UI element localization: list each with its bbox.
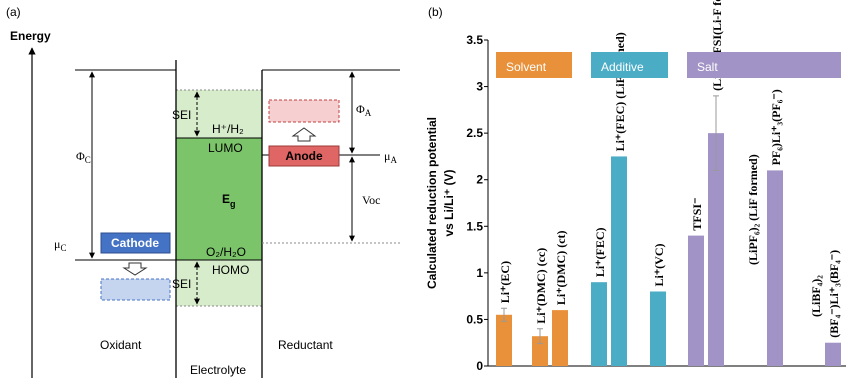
- bar: [650, 291, 666, 366]
- y-tick-label: 0.5: [466, 312, 483, 326]
- reductant-label: Reductant: [278, 338, 333, 352]
- category-label: Li⁺(EC): [498, 261, 512, 303]
- mu-a: μ: [384, 149, 390, 163]
- panel-b: (b) Calculated reduction potential vs Li/L…: [425, 0, 846, 373]
- o2-h2o-label: O₂/H₂O: [206, 245, 246, 259]
- y-tick-label: 1: [476, 266, 483, 280]
- group-box: [687, 52, 841, 78]
- phi-a: ΦA: [356, 102, 372, 118]
- error-bar: [713, 95, 719, 171]
- mu-c-sub: C: [60, 243, 66, 253]
- phi-a: Φ: [356, 102, 365, 116]
- cathode-box: [100, 232, 171, 254]
- y-tick-label: 1.5: [466, 219, 483, 233]
- cathode-ghost: [100, 278, 171, 301]
- bar: [552, 310, 568, 366]
- bar: [688, 235, 704, 366]
- anode-ghost: [268, 99, 340, 123]
- eg-label: Eg: [222, 192, 236, 209]
- group-label: Salt: [697, 60, 718, 74]
- y-tick-label: 3: [476, 80, 483, 94]
- phi-c: Φ: [76, 149, 85, 163]
- bar: [708, 133, 724, 366]
- category-label: Li⁺(VC): [652, 243, 666, 286]
- panel-label: (a): [6, 5, 21, 19]
- category-label: (BF₄⁻)Li⁺₃(BF₄⁻): [827, 250, 841, 338]
- group-box: [496, 52, 572, 78]
- category-label: PF₆)Li⁺₃(PF₆⁻): [769, 89, 783, 165]
- group-box: [591, 52, 668, 78]
- lumo-label: LUMO: [208, 141, 243, 155]
- category-label: Li⁺(DMC) (ct): [554, 230, 568, 305]
- category-label: (LiBF₄)₂: [809, 275, 823, 317]
- y-tick-label: 2: [476, 173, 483, 187]
- oxidant-label: Oxidant: [100, 338, 142, 352]
- mu-a: μA: [384, 149, 397, 165]
- homo-label: HOMO: [212, 263, 249, 277]
- bar: [767, 170, 783, 366]
- y-tick-label: 0: [476, 359, 483, 373]
- error-bar: [537, 328, 543, 345]
- error-bar: [501, 307, 507, 322]
- bar: [611, 156, 627, 366]
- panel-label: (b): [428, 5, 443, 19]
- bar: [591, 282, 607, 366]
- group-label: Solvent: [506, 60, 547, 74]
- category-label: TFSI⁻: [690, 198, 704, 231]
- mu-a-sub: A: [390, 155, 397, 165]
- eg: E: [222, 192, 230, 206]
- cathode-label: Cathode: [111, 236, 159, 250]
- category-label: Li⁺(FEC): [593, 227, 607, 277]
- phi-c: ΦC: [76, 149, 91, 165]
- y-tick-label: 3.5: [466, 33, 483, 47]
- y-axis-label: Calculated reduction potential: [425, 117, 439, 289]
- y-tick-label: 2.5: [466, 126, 483, 140]
- mu-c: μC: [54, 237, 66, 253]
- voc-label: Voc: [362, 193, 380, 207]
- hollow-arrow: [122, 262, 148, 276]
- sei-label: SEI: [172, 277, 191, 291]
- anode-label: Anode: [285, 149, 323, 163]
- category-label: Li⁺(FEC) (LiF formed): [613, 32, 627, 151]
- hollow-arrow: [291, 127, 317, 142]
- sei-label: SEI: [172, 108, 191, 122]
- phi-a-sub: A: [365, 108, 372, 118]
- bar: [496, 314, 512, 366]
- phi-c-sub: C: [85, 155, 91, 165]
- group-label: Additive: [601, 60, 644, 74]
- h-h2-label: H⁺/H₂: [212, 122, 244, 136]
- eg-sub: g: [230, 199, 236, 209]
- category-label: (LiPF₆)₂ (LiF formed): [746, 154, 760, 265]
- mu-c: μ: [54, 237, 60, 251]
- bar: [825, 342, 841, 366]
- anode-box: [268, 145, 340, 167]
- category-label: Li⁺(DMC) (cc): [534, 248, 548, 324]
- electrolyte-window: [176, 138, 262, 260]
- electrolyte-label: Electrolyte: [190, 363, 246, 377]
- energy-label: Energy: [10, 29, 51, 43]
- panel-a: (a) Energy ΦC μC Cathode Anode Oxidant E…: [6, 5, 400, 378]
- bar: [532, 336, 548, 366]
- y-axis-label: vs Li/Li⁺ (V): [442, 169, 456, 236]
